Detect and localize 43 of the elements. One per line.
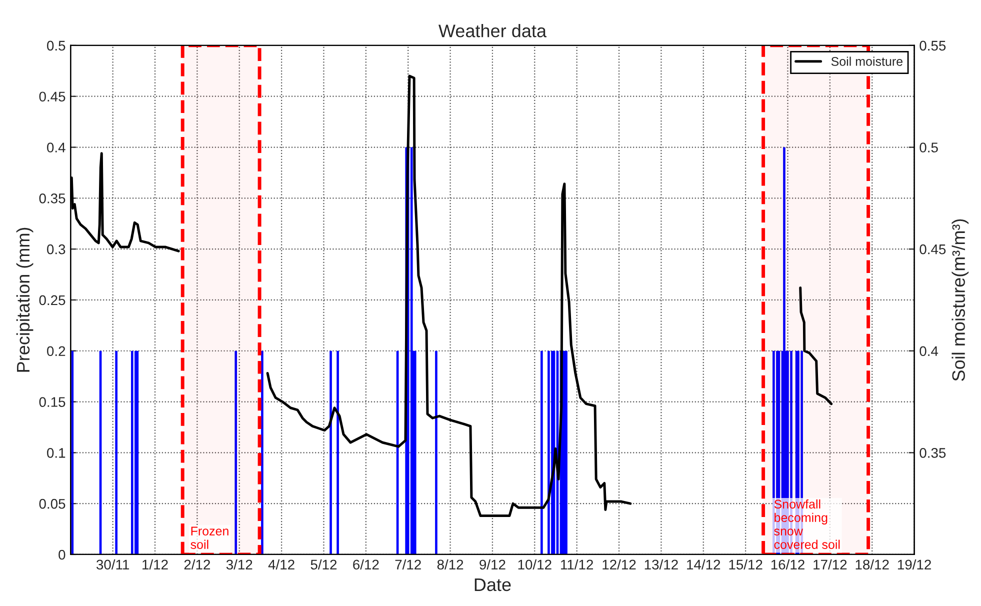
y-tick-label: 0.05 bbox=[39, 498, 66, 509]
x-tick-label: 1/12 bbox=[142, 559, 168, 570]
y2-tick-label: 0.5 bbox=[920, 142, 938, 152]
y2-tick-label: 0.45 bbox=[920, 244, 946, 254]
x-tick-label: 6/12 bbox=[353, 559, 379, 570]
x-tick-label: 16/12 bbox=[771, 559, 804, 570]
x-tick-label: 18/12 bbox=[856, 559, 889, 570]
y2-tick-label: 0.55 bbox=[920, 40, 946, 51]
legend-label: Soil moisture bbox=[831, 56, 902, 66]
y-tick-label: 0.25 bbox=[39, 295, 66, 306]
x-tick-label: 17/12 bbox=[814, 559, 847, 570]
y-tick-label: 0.2 bbox=[47, 346, 66, 356]
x-tick-label: 10/12 bbox=[518, 559, 552, 570]
x-tick-label: 14/12 bbox=[687, 559, 720, 570]
y-tick-label: 0.3 bbox=[47, 244, 66, 254]
x-tick-label: 15/12 bbox=[729, 559, 762, 570]
y-tick-label: 0.15 bbox=[39, 397, 66, 407]
y-tick-label: 0.35 bbox=[39, 193, 66, 204]
x-tick-label: 7/12 bbox=[395, 559, 421, 570]
y-tick-label: 0 bbox=[58, 550, 66, 560]
y2-tick-label: 0.4 bbox=[920, 346, 938, 356]
y-tick-label: 0.1 bbox=[47, 448, 66, 458]
x-tick-label: 9/12 bbox=[480, 559, 506, 570]
x-tick-label: 19/12 bbox=[898, 559, 931, 570]
y-axis-title: Precipitation (mm) bbox=[16, 228, 34, 372]
x-tick-label: 13/12 bbox=[644, 559, 678, 570]
band-label: Frozen soil bbox=[190, 526, 228, 549]
chart-title: Weather data bbox=[438, 24, 547, 38]
x-tick-label: 3/12 bbox=[226, 559, 252, 570]
x-tick-label: 5/12 bbox=[310, 559, 337, 570]
x-tick-label: 8/12 bbox=[437, 559, 464, 570]
x-axis-title: Date bbox=[474, 578, 511, 592]
y-tick-label: 0.5 bbox=[47, 40, 66, 51]
x-tick-label: 12/12 bbox=[602, 559, 636, 570]
x-tick-label: 4/12 bbox=[268, 559, 294, 570]
x-tick-label: 11/12 bbox=[561, 559, 593, 570]
y2-tick-label: 0.35 bbox=[920, 448, 946, 458]
y-tick-label: 0.4 bbox=[47, 142, 66, 152]
x-tick-label: 30/11 bbox=[96, 559, 130, 570]
band-label: Snowfall becoming snow covered soil bbox=[774, 499, 840, 549]
y-tick-label: 0.45 bbox=[39, 92, 66, 102]
y2-axis-title: Soil moisture(m³/m³) bbox=[952, 219, 969, 381]
x-tick-label: 2/12 bbox=[184, 559, 210, 570]
